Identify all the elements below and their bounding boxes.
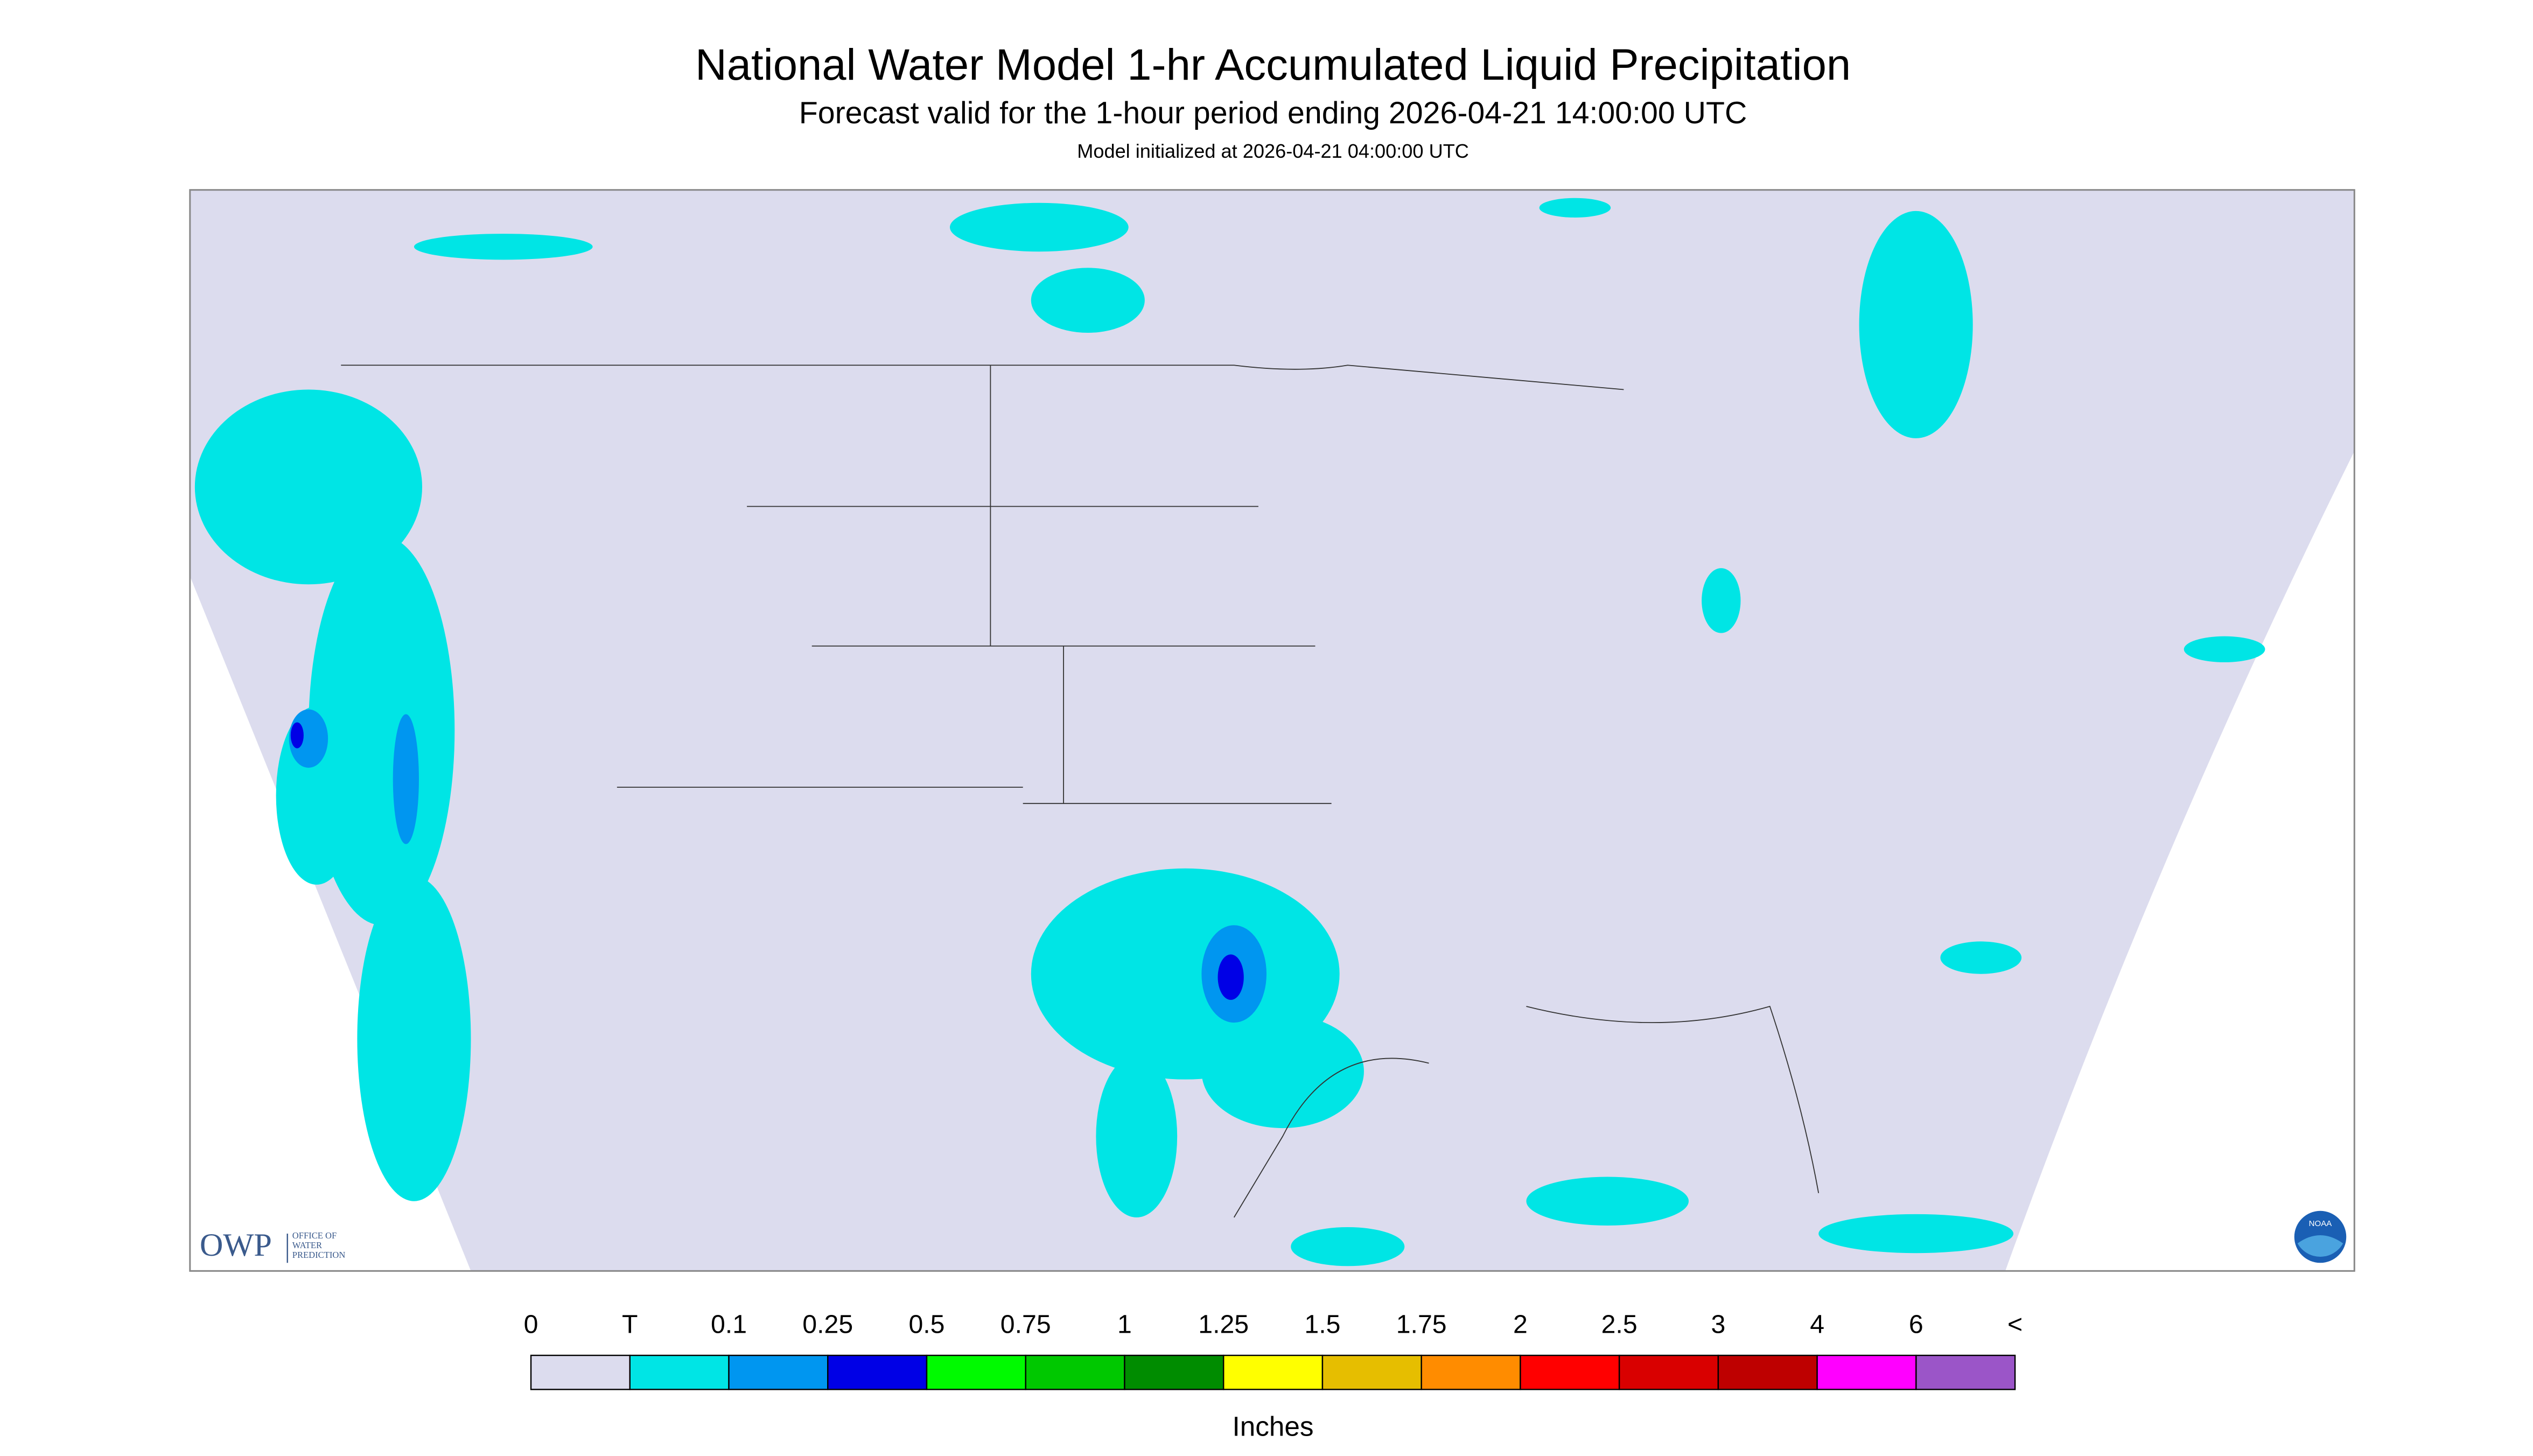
legend-label: T [622,1310,638,1339]
legend-label: 4 [1810,1310,1824,1339]
legend-label: 0.25 [802,1310,853,1339]
title: National Water Model 1-hr Accumulated Li… [695,40,1851,89]
legend-label: 2.5 [1601,1310,1638,1339]
init-note: Model initialized at 2026-04-21 04:00:00… [1077,140,1469,162]
domain [190,190,2355,1271]
borders [341,365,1820,1218]
legend-swatch [1717,1354,1818,1390]
legend-swatch [1520,1354,1620,1390]
legend-label: 1.25 [1198,1310,1249,1339]
noaa-wave [2297,1235,2343,1257]
legend-label: < [2007,1310,2023,1339]
legend-label: 0 [524,1310,538,1339]
legend-swatch [1321,1354,1422,1390]
owp-line: WATER [292,1240,323,1250]
legend-swatch [728,1354,829,1390]
legend-label: 1.75 [1396,1310,1447,1339]
noaa-logo: NOAA [2294,1210,2347,1263]
legend-swatch [1222,1354,1324,1390]
subtitle: Forecast valid for the 1-hour period end… [799,96,1747,130]
legend-swatch [1915,1354,2016,1390]
legend-swatch [1816,1354,1917,1390]
legend-label: 0.75 [1000,1310,1051,1339]
legend-swatch [1618,1354,1719,1390]
owp-line: OFFICE OF [292,1230,337,1241]
legend-swatch [1421,1354,1521,1390]
owp-logo: OWP OFFICE OF WATER PREDICTION [200,1227,345,1263]
legend-label: 2 [1513,1310,1528,1339]
legend-label: 0.5 [908,1310,944,1339]
legend-label: 6 [1909,1310,1923,1339]
precip-heavy [290,722,1244,1000]
owp-letters: OWP [200,1227,272,1263]
legend-label: 3 [1711,1310,1725,1339]
legend-swatch [827,1354,928,1390]
map [189,189,2355,1272]
legend-swatch [530,1354,631,1390]
legend-label: 0.1 [711,1310,747,1339]
legend-swatch [926,1354,1026,1390]
legend-label: 1.5 [1304,1310,1340,1339]
noaa-text: NOAA [2309,1219,2333,1228]
legend-swatch [1124,1354,1224,1390]
legend-unit: Inches [1233,1411,1314,1441]
owp-line: PREDICTION [292,1250,346,1260]
legend-swatch [1025,1354,1125,1390]
map-frame [189,189,2355,1272]
legend: 0 T 0.1 0.25 0.5 0.75 1 1.25 1.5 1.75 2 2.5 3 4 6 < [524,1310,2023,1390]
legend-swatch [629,1354,730,1390]
legend-label: 1 [1117,1310,1132,1339]
